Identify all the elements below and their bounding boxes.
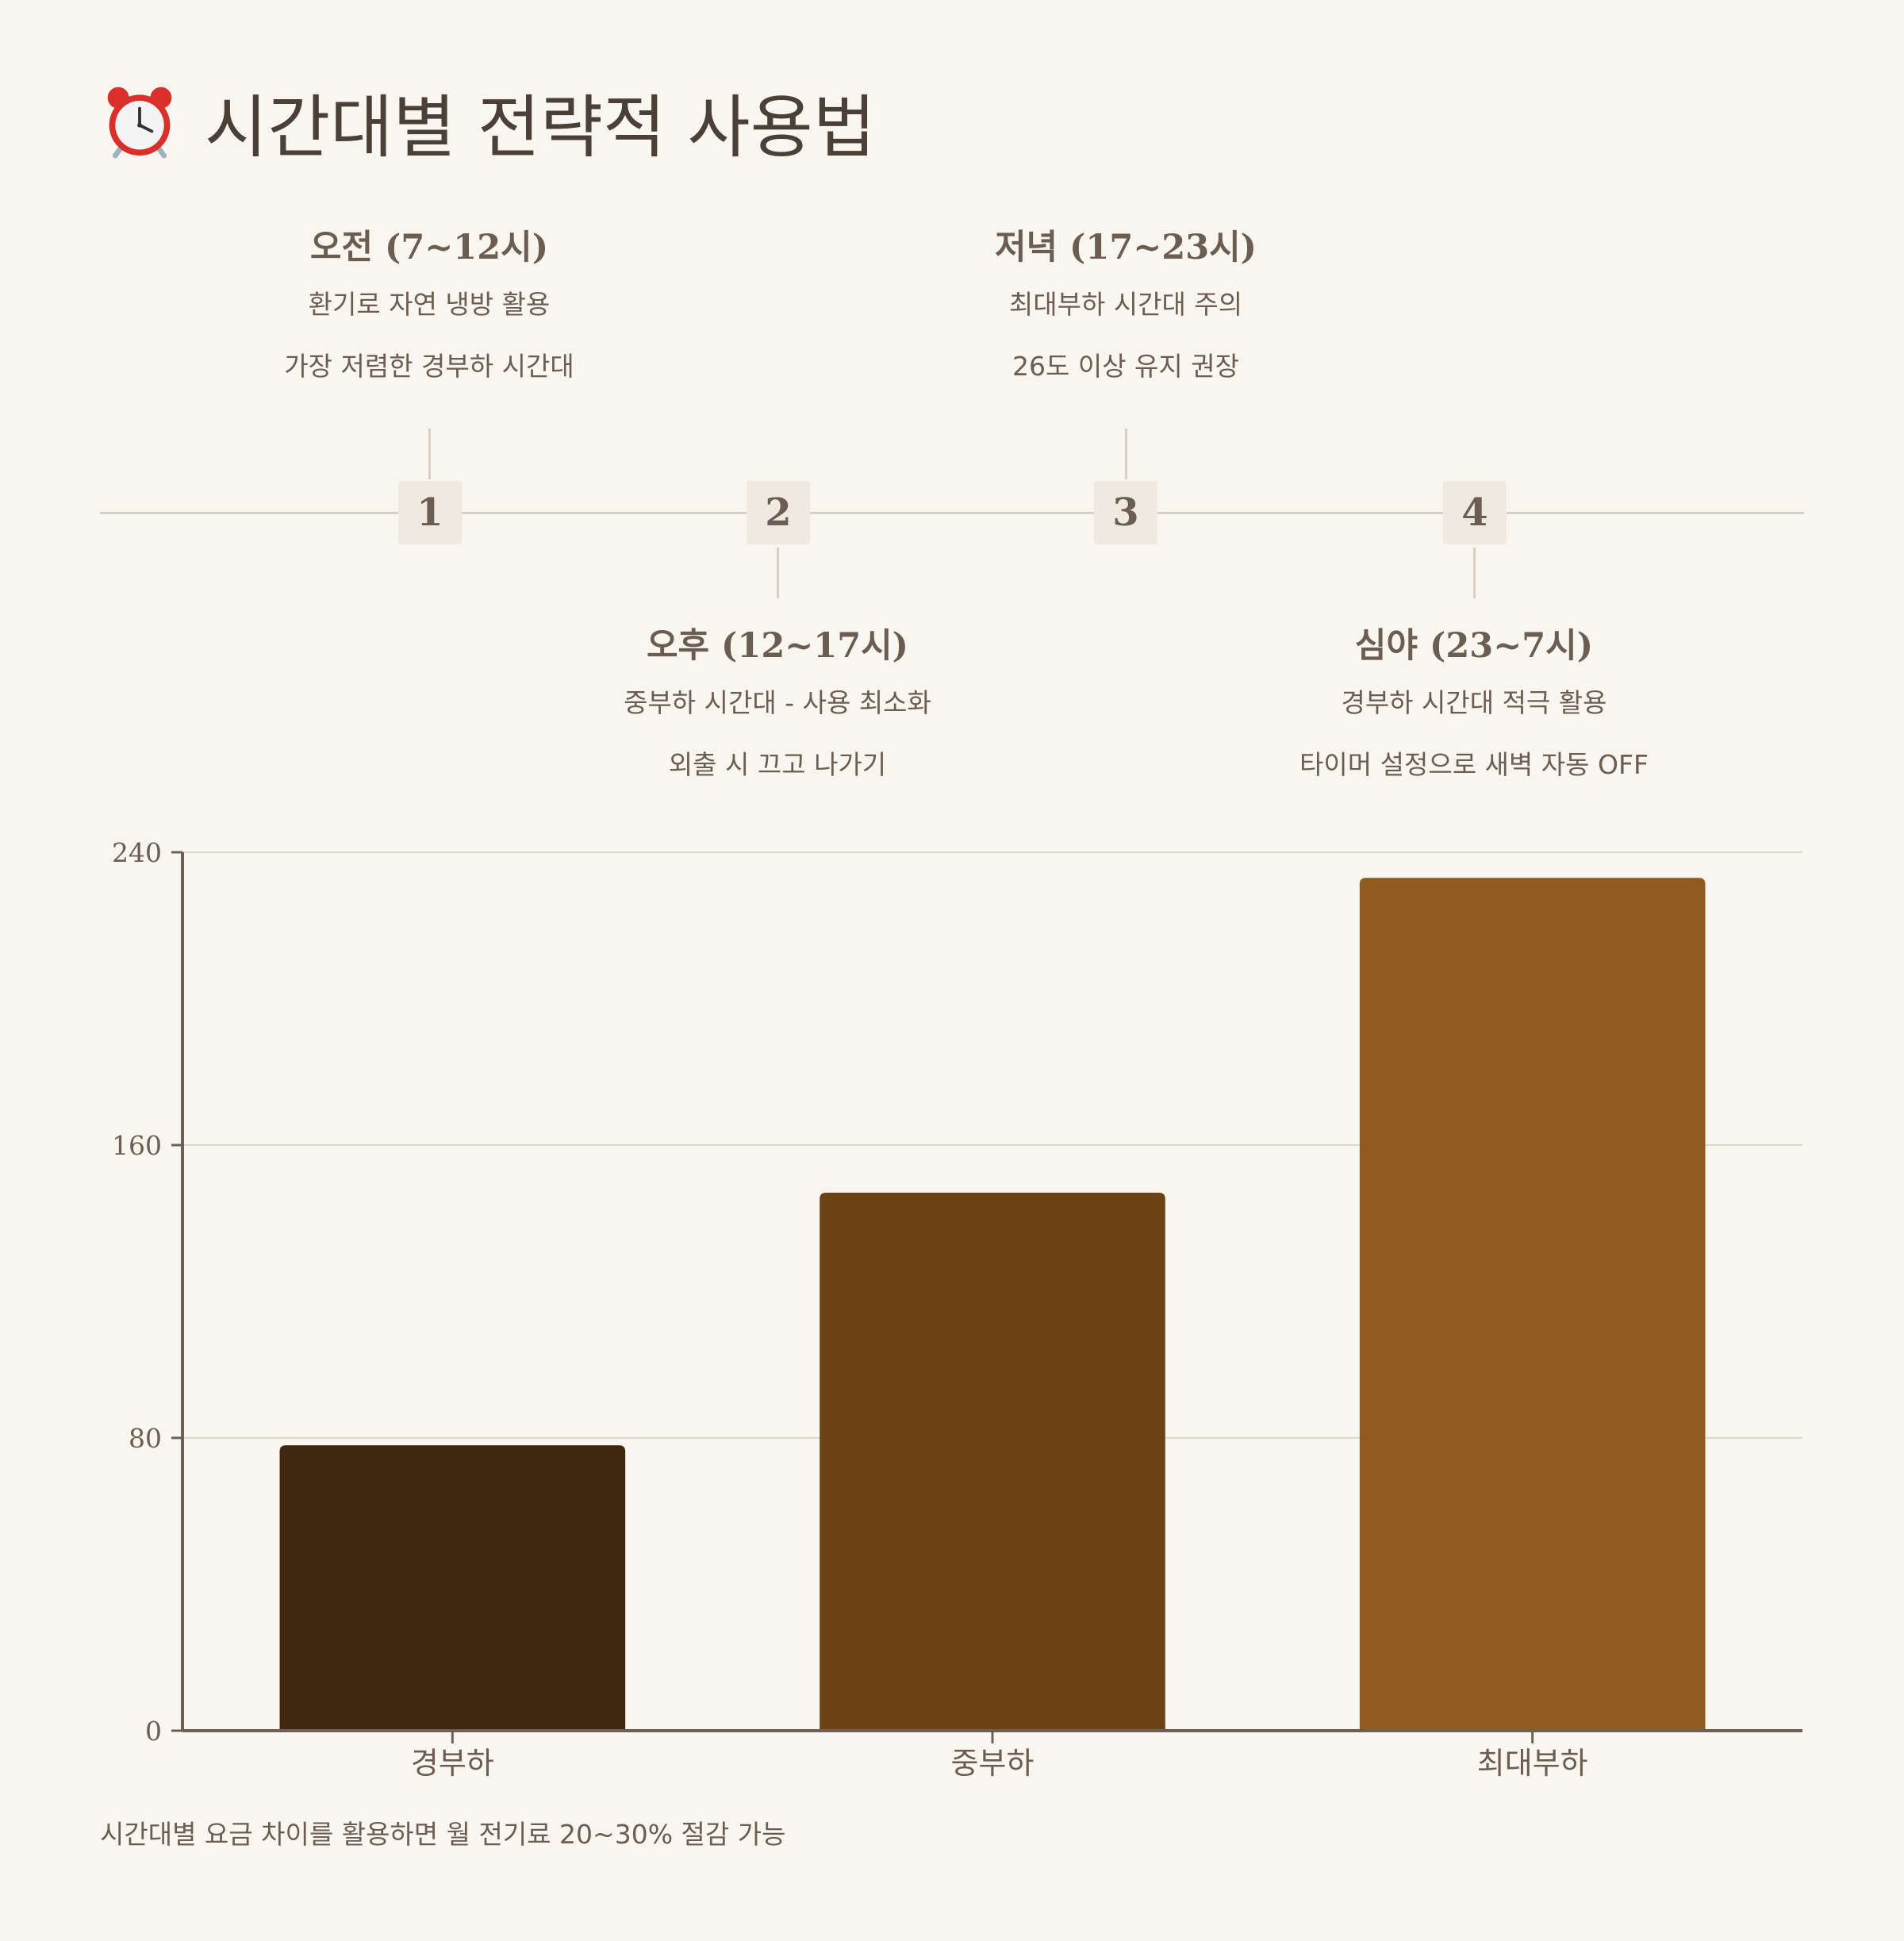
timeline-node-3: 3 [1094, 481, 1157, 544]
timeline-item-desc: 최대부하 시간대 주의 [1008, 289, 1243, 320]
timeline-connector [777, 548, 779, 598]
y-tick-label: 160 [112, 1130, 162, 1161]
timeline-item-2-text: 오후 (12~17시) 중부하 시간대 - 사용 최소화 외출 시 끄고 나가기 [571, 624, 984, 782]
alarm-clock-icon [107, 86, 172, 159]
bar-1 [279, 1445, 626, 1731]
timeline-item-3-text: 저녁 (17~23시) 최대부하 시간대 주의 26도 이상 유지 권장 [919, 225, 1332, 384]
timeline-item-1-text: 오전 (7~12시) 환기로 자연 냉방 활용 가장 저렴한 경부하 시간대 [223, 225, 635, 384]
timeline-item-desc: 중부하 시간대 - 사용 최소화 [624, 687, 931, 718]
timeline-item-desc: 경부하 시간대 적극 활용 [1341, 687, 1607, 718]
bar-2 [820, 1192, 1165, 1731]
timeline-item-desc: 환기로 자연 냉방 활용 [308, 289, 551, 320]
x-tick-label: 경부하 [411, 1746, 494, 1781]
x-tick-label: 최대부하 [1477, 1746, 1588, 1781]
timeline-item-desc: 타이머 설정으로 새벽 자동 OFF [1299, 749, 1649, 780]
timeline-node-2: 2 [747, 481, 810, 544]
timeline-node-4: 4 [1443, 481, 1507, 544]
timeline-item-heading: 심야 (23~7시) [1354, 626, 1594, 666]
y-tick-label: 80 [129, 1423, 162, 1454]
timeline-item-desc: 26도 이상 유지 권장 [1012, 351, 1239, 382]
y-tick-label: 0 [145, 1716, 162, 1747]
timeline-connector [428, 429, 431, 479]
timeline-node-1: 1 [398, 481, 462, 544]
y-tick-label: 240 [112, 837, 162, 868]
page-title-row: 시간대별 전략적 사용법 [102, 73, 876, 168]
timeline-item-4-text: 심야 (23~7시) 경부하 시간대 적극 활용 타이머 설정으로 새벽 자동 … [1268, 624, 1680, 782]
timeline-item-heading: 오후 (12~17시) [646, 626, 909, 666]
timeline-item-desc: 외출 시 끄고 나가기 [668, 749, 887, 780]
timeline-connector [1473, 548, 1476, 598]
footnote: 시간대별 요금 차이를 활용하면 월 전기료 20~30% 절감 가능 [100, 1819, 786, 1850]
timeline-item-heading: 저녁 (17~23시) [994, 228, 1257, 267]
timeline-connector [1125, 429, 1127, 479]
timeline-item-desc: 가장 저렴한 경부하 시간대 [284, 351, 574, 382]
timeline: 오전 (7~12시) 환기로 자연 냉방 활용 가장 저렴한 경부하 시간대 1… [0, 0, 1904, 801]
x-tick-label: 중부하 [951, 1746, 1035, 1781]
timeline-line [100, 512, 1804, 514]
page-title: 시간대별 전략적 사용법 [205, 87, 876, 167]
bar-3 [1359, 878, 1706, 1731]
timeline-item-heading: 오전 (7~12시) [309, 228, 549, 267]
